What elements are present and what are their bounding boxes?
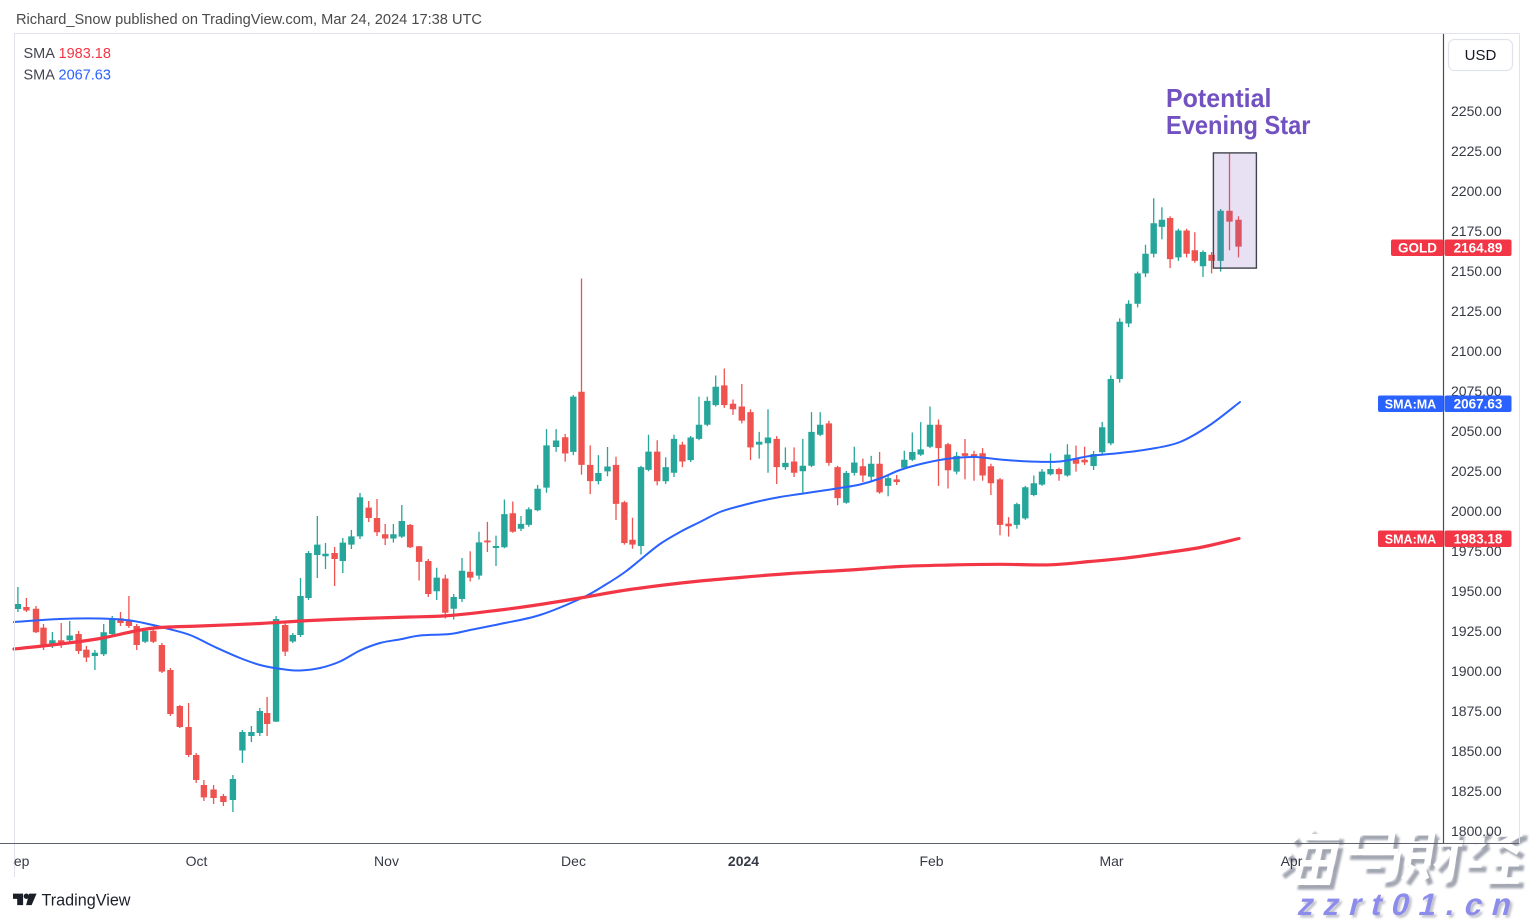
svg-text:2024: 2024 (728, 853, 759, 869)
svg-text:1983.18: 1983.18 (1454, 531, 1503, 546)
svg-text:SMA:MA: SMA:MA (1385, 532, 1436, 546)
svg-text:2000.00: 2000.00 (1451, 503, 1502, 519)
svg-text:TradingView: TradingView (42, 891, 132, 910)
svg-text:2200.00: 2200.00 (1451, 183, 1502, 199)
svg-text:Potential: Potential (1166, 83, 1271, 113)
svg-text:Dec: Dec (561, 853, 586, 869)
svg-text:1800.00: 1800.00 (1451, 823, 1502, 839)
svg-text:SMA: SMA (24, 68, 56, 84)
svg-text:2050.00: 2050.00 (1451, 423, 1502, 439)
svg-text:SMA: SMA (24, 46, 56, 62)
svg-text:zzrt01.cn: zzrt01.cn (1295, 887, 1526, 921)
svg-text:Nov: Nov (374, 853, 399, 869)
svg-text:Evening Star: Evening Star (1166, 110, 1311, 140)
svg-text:1950.00: 1950.00 (1451, 583, 1502, 599)
svg-text:2067.63: 2067.63 (59, 68, 111, 84)
svg-text:1900.00: 1900.00 (1451, 663, 1502, 679)
svg-text:SMA:MA: SMA:MA (1385, 397, 1436, 411)
svg-text:2164.89: 2164.89 (1454, 240, 1503, 255)
svg-text:1850.00: 1850.00 (1451, 743, 1502, 759)
svg-text:1825.00: 1825.00 (1451, 783, 1502, 799)
svg-text:Oct: Oct (186, 853, 208, 869)
svg-text:1983.18: 1983.18 (59, 46, 111, 62)
svg-text:2175.00: 2175.00 (1451, 223, 1502, 239)
svg-text:2075.00: 2075.00 (1451, 383, 1502, 399)
svg-text:Feb: Feb (919, 853, 943, 869)
svg-text:1875.00: 1875.00 (1451, 703, 1502, 719)
svg-text:2025.00: 2025.00 (1451, 463, 1502, 479)
svg-text:2067.63: 2067.63 (1454, 396, 1503, 411)
svg-text:Apr: Apr (1281, 853, 1303, 869)
svg-text:Richard_Snow published on Trad: Richard_Snow published on TradingView.co… (16, 11, 482, 28)
svg-text:zzrt01.cn: zzrt01.cn (1297, 890, 1528, 922)
svg-text:2125.00: 2125.00 (1451, 303, 1502, 319)
svg-text:2100.00: 2100.00 (1451, 343, 1502, 359)
svg-text:2150.00: 2150.00 (1451, 263, 1502, 279)
svg-text:1925.00: 1925.00 (1451, 623, 1502, 639)
svg-text:Mar: Mar (1099, 853, 1123, 869)
svg-text:GOLD: GOLD (1398, 240, 1437, 255)
svg-text:2225.00: 2225.00 (1451, 143, 1502, 159)
svg-text:USD: USD (1465, 47, 1497, 64)
svg-text:2250.00: 2250.00 (1451, 103, 1502, 119)
